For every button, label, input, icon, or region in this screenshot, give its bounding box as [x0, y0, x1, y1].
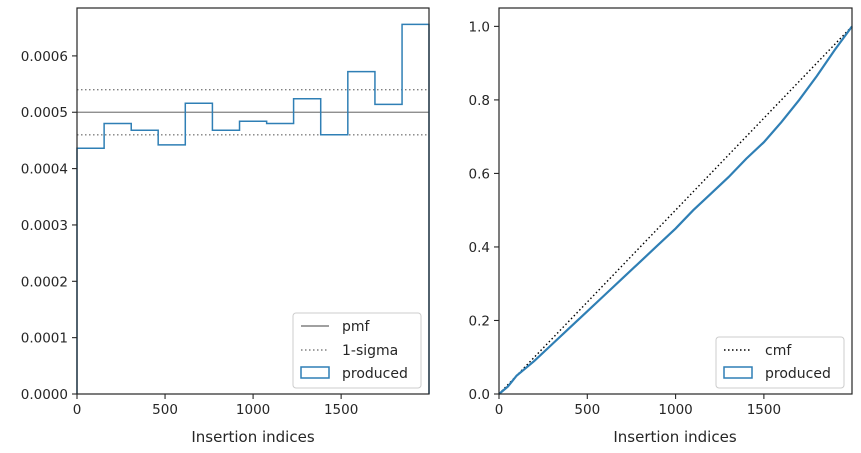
- legend-produced-label: produced: [342, 366, 408, 382]
- legend-cmf-label: cmf: [765, 343, 792, 359]
- histogram-marks: [76, 23, 430, 394]
- cumulative-xlabel: Insertion indices: [613, 428, 736, 446]
- cumulative-xtick-label: 500: [574, 402, 600, 418]
- histogram-ticks: 0 500 1000 1500 0.0000 0.0001 0.0002 0.0003 0.00…: [21, 49, 359, 418]
- histogram-legend: pmf 1-sigma produced: [292, 312, 422, 389]
- cumulative-ytick-label: 1.0: [469, 19, 490, 35]
- histogram-legend-box: [292, 312, 422, 389]
- cumulative-ticks: 0 500 1000 1500 0.0 0.2 0.4 0.6 0.8 1.0: [469, 19, 782, 418]
- legend-pmf-label: pmf: [342, 319, 371, 335]
- legend-produced-swatch-2: [723, 366, 753, 379]
- histogram-axes-frame: [76, 7, 430, 395]
- cumulative-ytick-label: 0.0: [469, 387, 490, 403]
- cumulative-xtick-label: 1500: [747, 402, 781, 418]
- cumulative-axes-frame: [498, 7, 853, 395]
- histogram-xtick-label: 1500: [324, 402, 358, 418]
- cumulative-xtick-label: 1000: [658, 402, 692, 418]
- produced-cumulative-line: [498, 25, 853, 395]
- cumulative-panel: 0 500 1000 1500 0.0 0.2 0.4 0.6 0.8 1.0 Insertion…: [469, 7, 853, 446]
- cumulative-ytick-label: 0.2: [469, 313, 490, 329]
- cumulative-xtick-label: 0: [495, 402, 504, 418]
- histogram-xtick-label: 0: [73, 402, 82, 418]
- histogram-ytick-label: 0.0004: [21, 162, 68, 178]
- legend-sigma-label: 1-sigma: [342, 343, 398, 359]
- histogram-ytick-label: 0.0006: [21, 49, 68, 65]
- histogram-ytick-label: 0.0003: [21, 218, 68, 234]
- cumulative-ytick-label: 0.8: [469, 93, 490, 109]
- produced-histogram: [76, 23, 430, 394]
- cumulative-marks: [498, 25, 853, 395]
- cumulative-legend: cmf produced: [715, 336, 845, 389]
- histogram-panel: 0 500 1000 1500 0.0000 0.0001 0.0002 0.0003 0.00…: [21, 7, 430, 446]
- legend-produced-label-2: produced: [765, 366, 831, 382]
- legend-produced-swatch: [300, 366, 330, 379]
- histogram-xlabel: Insertion indices: [191, 428, 314, 446]
- histogram-xtick-label: 500: [152, 402, 178, 418]
- histogram-ytick-label: 0.0001: [21, 331, 68, 347]
- cumulative-ytick-label: 0.6: [469, 166, 490, 182]
- cmf-line: [498, 25, 853, 395]
- histogram-ytick-label: 0.0000: [21, 387, 68, 403]
- histogram-xtick-label: 1000: [236, 402, 270, 418]
- histogram-ytick-label: 0.0005: [21, 105, 68, 121]
- histogram-ytick-label: 0.0002: [21, 274, 68, 290]
- cumulative-ytick-label: 0.4: [469, 240, 490, 256]
